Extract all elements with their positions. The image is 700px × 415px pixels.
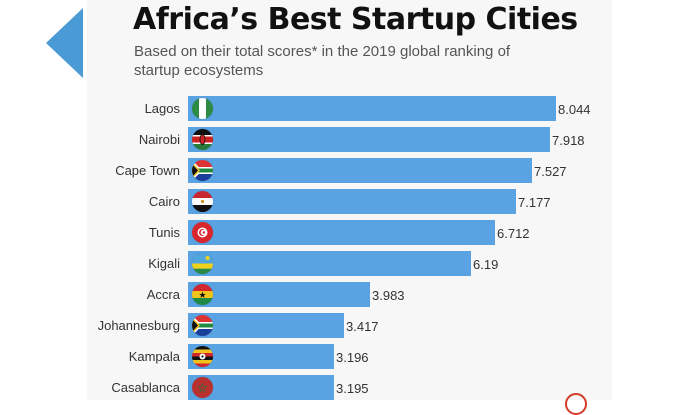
bar-row-nairobi: Nairobi 7.918 <box>0 127 700 152</box>
value-label: 7.177 <box>518 195 551 210</box>
bar <box>188 189 516 214</box>
bar-row-johannesburg: Johannesburg 3.417 <box>0 313 700 338</box>
bar-row-accra: Accra 3.983 <box>0 282 700 307</box>
value-label: 7.918 <box>552 133 585 148</box>
uganda-flag-icon <box>192 346 213 367</box>
city-label: Kampala <box>128 349 180 364</box>
corner-logo-icon <box>565 393 587 415</box>
bar-row-cairo: Cairo 7.177 <box>0 189 700 214</box>
bar-row-lagos: Lagos 8.044 <box>0 96 700 121</box>
value-label: 3.196 <box>336 350 369 365</box>
city-label: Johannesburg <box>97 318 180 333</box>
bar-row-kampala: Kampala 3.196 <box>0 344 700 369</box>
value-label: 3.195 <box>336 381 369 396</box>
chart-subtitle: Based on their total scores* in the 2019… <box>134 43 511 79</box>
bar <box>188 313 344 338</box>
chart-title: Africa’s Best Startup Cities <box>133 2 578 37</box>
egypt-flag-icon <box>192 191 213 212</box>
bar <box>188 158 532 183</box>
value-label: 3.417 <box>346 319 379 334</box>
bar-row-kigali: Kigali 6.19 <box>0 251 700 276</box>
city-label: Kigali <box>148 256 180 271</box>
city-label: Accra <box>146 287 180 302</box>
value-label: 3.983 <box>372 288 405 303</box>
bar <box>188 127 550 152</box>
city-label: Casablanca <box>111 380 180 395</box>
city-label: Tunis <box>148 225 180 240</box>
south-africa-flag-icon <box>192 160 213 181</box>
tunisia-flag-icon <box>192 222 213 243</box>
rwanda-flag-icon <box>192 253 213 274</box>
morocco-flag-icon <box>192 377 213 398</box>
city-label: Cairo <box>148 194 180 209</box>
value-label: 7.527 <box>534 164 567 179</box>
ghana-flag-icon <box>192 284 213 305</box>
bar-row-tunis: Tunis 6.712 <box>0 220 700 245</box>
bar <box>188 96 556 121</box>
south-africa-flag-icon <box>192 315 213 336</box>
city-label: Nairobi <box>138 132 180 147</box>
city-label: Lagos <box>144 101 180 116</box>
city-label: Cape Town <box>115 163 180 178</box>
bar-row-cape-town: Cape Town 7.527 <box>0 158 700 183</box>
bar <box>188 282 370 307</box>
bar <box>188 251 471 276</box>
nigeria-flag-icon <box>192 98 213 119</box>
value-label: 6.712 <box>497 226 530 241</box>
bar-row-casablanca: Casablanca 3.195 <box>0 375 700 400</box>
back-arrow-icon <box>46 8 83 78</box>
bar <box>188 220 495 245</box>
value-label: 8.044 <box>558 102 591 117</box>
value-label: 6.19 <box>473 257 499 272</box>
kenya-flag-icon <box>192 129 213 150</box>
